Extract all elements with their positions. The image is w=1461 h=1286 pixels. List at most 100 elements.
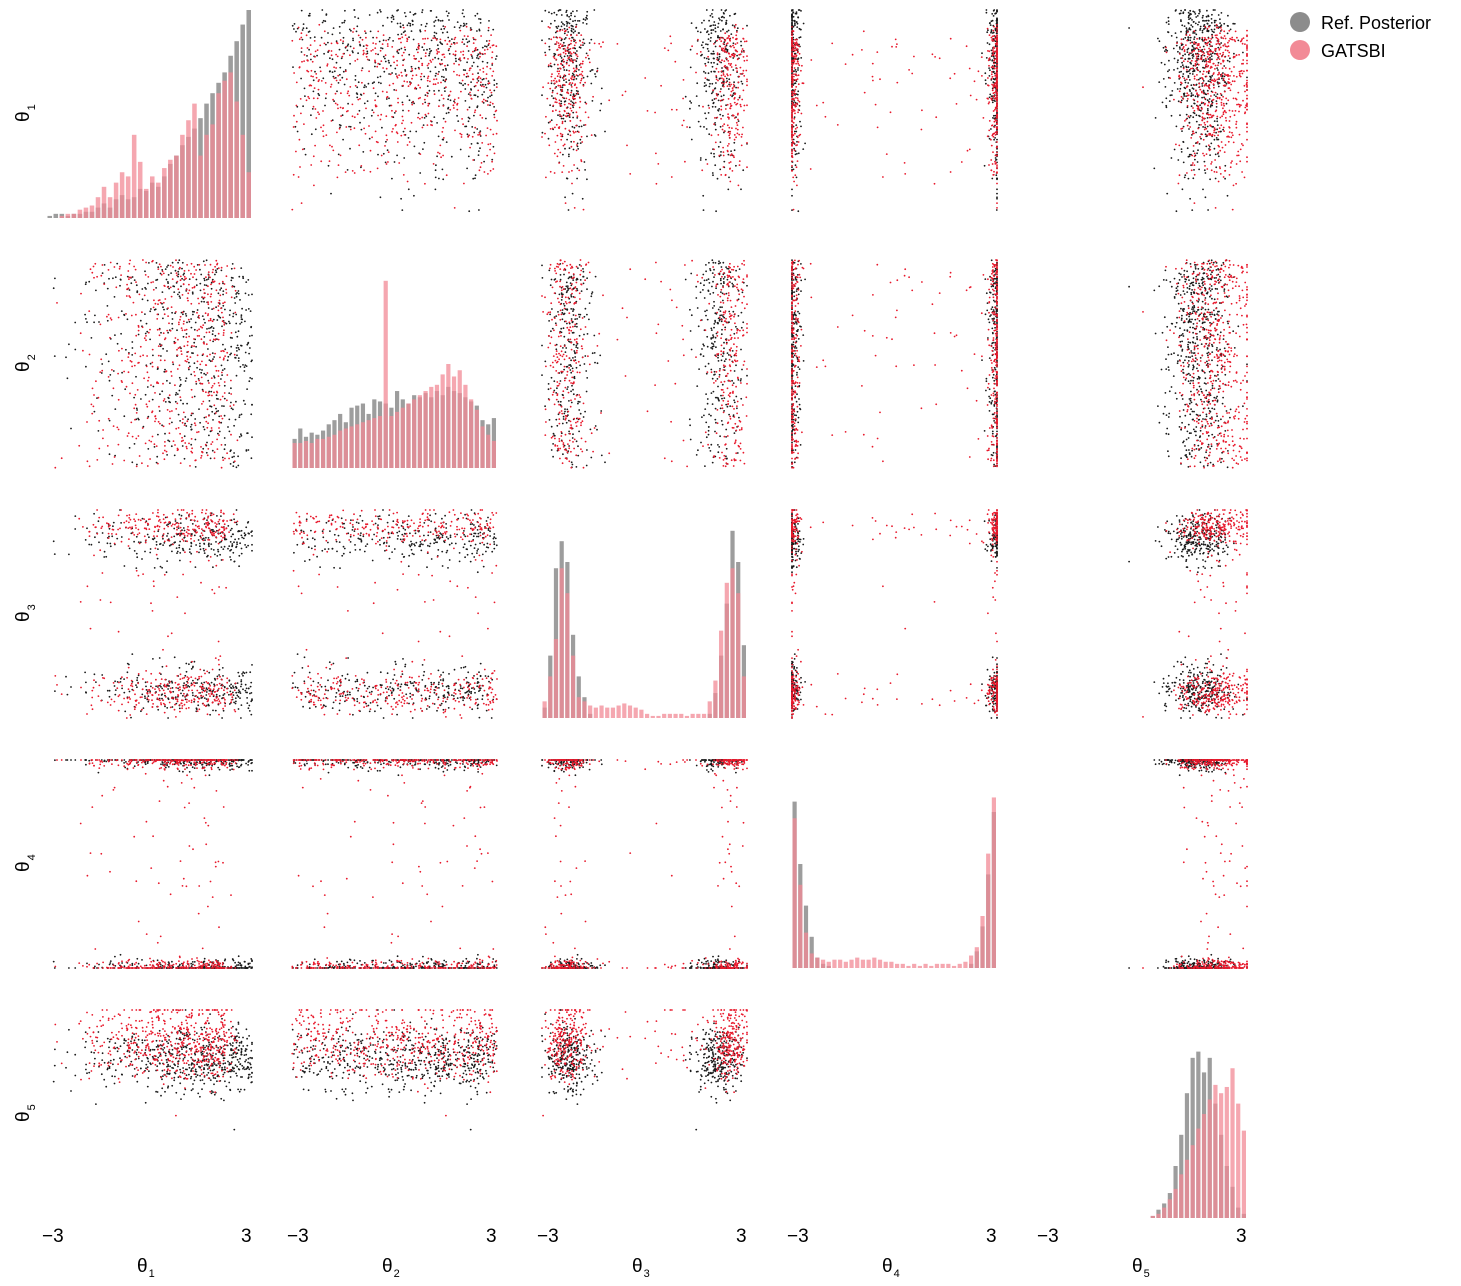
scatter-point-ref [798, 27, 801, 30]
scatter-point-gatsbi [729, 107, 731, 110]
scatter-point-gatsbi [395, 131, 398, 134]
hist-bar-gatsbi [228, 72, 233, 219]
scatter-point-gatsbi [1246, 138, 1248, 141]
scatter-point-ref [793, 130, 796, 133]
scatter-point-gatsbi [454, 129, 456, 132]
scatter-point-gatsbi [1238, 70, 1241, 73]
scatter-point-ref [203, 428, 206, 431]
scatter-point-gatsbi [1220, 26, 1222, 29]
scatter-point-ref [996, 17, 998, 20]
scatter-point-ref [245, 309, 248, 311]
scatter-point-ref [1213, 120, 1216, 122]
scatter-point-ref [445, 10, 448, 13]
scatter-point-ref [145, 288, 147, 290]
scatter-point-gatsbi [1230, 83, 1233, 86]
scatter-point-gatsbi [575, 54, 578, 56]
scatter-point-gatsbi [570, 52, 573, 55]
scatter-point-gatsbi [559, 29, 561, 32]
scatter-point-gatsbi [298, 38, 301, 41]
scatter-point-ref [409, 130, 412, 133]
scatter-point-gatsbi [372, 111, 375, 114]
scatter-point-gatsbi [797, 83, 800, 86]
scatter-point-gatsbi [734, 43, 737, 45]
scatter-point-gatsbi [1210, 103, 1213, 105]
scatter-point-gatsbi [566, 34, 568, 36]
scatter-point-gatsbi [729, 74, 732, 76]
scatter-point-gatsbi [397, 101, 399, 104]
scatter-point-ref [202, 447, 205, 450]
scatter-point-ref [417, 112, 420, 115]
scatter-point-gatsbi [791, 105, 793, 108]
scatter-point-ref [1242, 51, 1244, 54]
scatter-point-ref [240, 314, 243, 317]
scatter-point-gatsbi [553, 57, 556, 60]
scatter-point-ref [114, 276, 117, 279]
scatter-point-gatsbi [549, 87, 552, 90]
scatter-point-gatsbi [569, 51, 572, 53]
scatter-point-gatsbi [403, 134, 406, 136]
scatter-point-ref [701, 22, 703, 24]
scatter-point-ref [1181, 75, 1184, 78]
scatter-point-ref [360, 166, 362, 169]
scatter-point-ref [707, 104, 710, 107]
scatter-point-ref [380, 47, 382, 49]
scatter-point-ref [467, 50, 470, 52]
scatter-point-gatsbi [411, 67, 413, 70]
scatter-point-gatsbi [996, 91, 998, 93]
scatter-point-ref [145, 322, 148, 325]
scatter-point-gatsbi [723, 130, 726, 133]
scatter-point-ref [152, 385, 155, 388]
scatter-point-gatsbi [988, 129, 991, 132]
scatter-point-gatsbi [792, 78, 795, 81]
scatter-point-gatsbi [440, 81, 442, 84]
scatter-point-ref [1225, 82, 1228, 85]
scatter-point-ref [791, 9, 793, 12]
scatter-point-gatsbi [734, 53, 736, 56]
scatter-point-ref [360, 94, 363, 96]
scatter-point-gatsbi [1228, 67, 1231, 70]
scatter-point-ref [250, 326, 253, 329]
scatter-point-gatsbi [454, 53, 457, 56]
scatter-point-gatsbi [996, 58, 998, 61]
scatter-point-gatsbi [728, 62, 730, 65]
scatter-point-ref [711, 99, 714, 102]
scatter-point-gatsbi [306, 69, 308, 72]
scatter-point-gatsbi [549, 120, 552, 123]
scatter-point-gatsbi [874, 103, 877, 106]
scatter-point-ref [131, 276, 134, 278]
scatter-point-gatsbi [461, 79, 464, 82]
scatter-point-ref [357, 52, 359, 55]
scatter-point-gatsbi [434, 83, 437, 86]
scatter-point-gatsbi [356, 113, 359, 116]
scatter-point-ref [309, 37, 312, 39]
scatter-point-ref [1224, 177, 1226, 180]
scatter-point-gatsbi [473, 111, 476, 114]
scatter-point-gatsbi [339, 39, 342, 41]
scatter-point-gatsbi [720, 105, 723, 108]
scatter-point-gatsbi [406, 40, 408, 43]
scatter-point-ref [722, 114, 724, 117]
scatter-point-gatsbi [795, 96, 797, 99]
scatter-point-ref [437, 19, 440, 21]
scatter-point-gatsbi [554, 77, 556, 80]
scatter-point-gatsbi [360, 69, 363, 72]
scatter-point-gatsbi [1205, 153, 1208, 156]
scatter-point-ref [583, 42, 586, 45]
scatter-point-gatsbi [386, 138, 388, 141]
scatter-point-ref [1207, 19, 1210, 22]
scatter-point-gatsbi [324, 82, 327, 84]
scatter-point-ref [1189, 12, 1192, 15]
scatter-point-gatsbi [1195, 67, 1198, 70]
scatter-point-gatsbi [993, 40, 995, 42]
scatter-point-ref [1180, 65, 1182, 68]
scatter-point-gatsbi [1218, 48, 1221, 50]
scatter-point-gatsbi [1235, 75, 1238, 78]
scatter-point-gatsbi [463, 57, 466, 60]
scatter-point-gatsbi [1225, 119, 1228, 122]
scatter-point-gatsbi [581, 141, 584, 143]
scatter-point-ref [550, 22, 552, 25]
scatter-point-ref [1166, 192, 1169, 195]
scatter-point-ref [349, 45, 352, 48]
scatter-point-gatsbi [397, 37, 400, 40]
scatter-point-ref [381, 126, 383, 129]
